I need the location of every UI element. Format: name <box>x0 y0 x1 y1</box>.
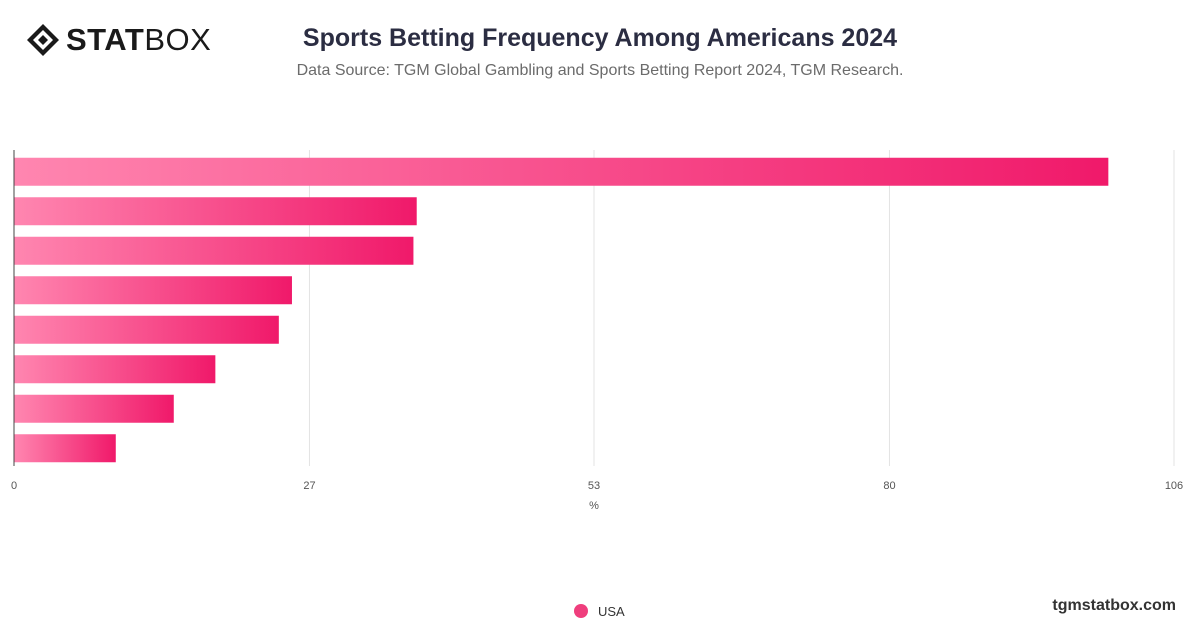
logo-wordmark: STATBOX <box>66 22 211 58</box>
statbox-logo: STATBOX <box>26 22 211 58</box>
chart-subtitle: Data Source: TGM Global Gambling and Spo… <box>296 62 904 79</box>
bars <box>14 157 1109 463</box>
x-tick-label-0: 0 <box>11 480 17 492</box>
x-axis-label: % <box>589 500 599 512</box>
logo-wordmark-light: BOX <box>144 22 212 57</box>
site-url: tgmstatbox.com <box>1052 597 1176 614</box>
bar-7[interactable] <box>14 394 174 423</box>
legend-swatch-usa <box>574 604 588 618</box>
bar-chart: 0 27 53 80 106 % <box>11 150 1183 512</box>
x-tick-label-80: 80 <box>883 480 895 492</box>
bar-2[interactable] <box>14 197 417 226</box>
bar-5[interactable] <box>14 315 279 344</box>
bar-8[interactable] <box>14 434 116 463</box>
chart-title: Sports Betting Frequency Among Americans… <box>302 24 898 52</box>
legend[interactable]: USA <box>574 602 625 620</box>
statbox-logo-icon <box>27 24 59 56</box>
x-tick-label-53: 53 <box>588 480 600 492</box>
legend-label-usa: USA <box>598 603 625 619</box>
bar-3[interactable] <box>14 236 414 265</box>
logo-wordmark-bold: STAT <box>66 22 145 57</box>
x-axis-ticks: 0 27 53 80 106 <box>11 480 1183 492</box>
x-tick-label-27: 27 <box>303 480 315 492</box>
bar-4[interactable] <box>14 276 292 305</box>
bar-1[interactable] <box>14 157 1109 186</box>
gridlines <box>308 150 1175 466</box>
x-tick-label-106: 106 <box>1165 480 1183 492</box>
bar-6[interactable] <box>14 355 216 384</box>
